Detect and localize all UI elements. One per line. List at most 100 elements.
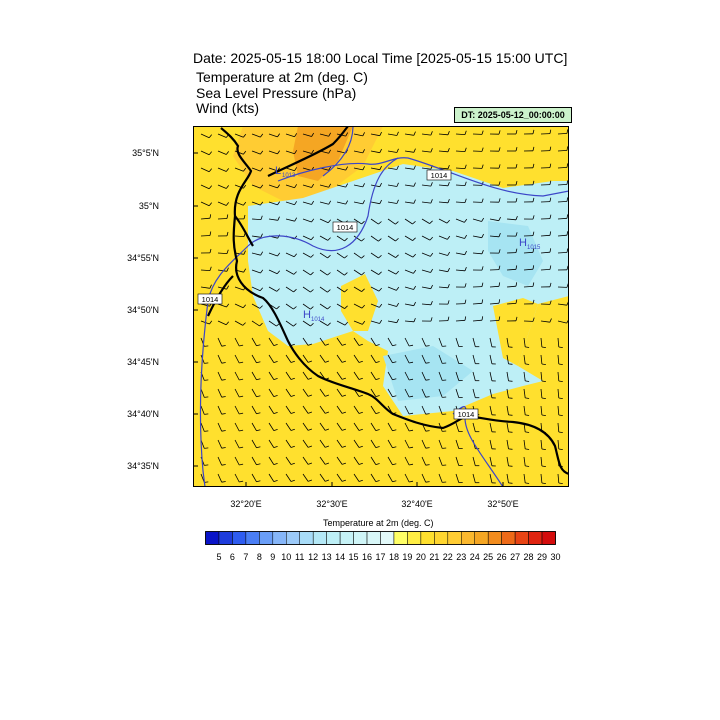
wind-barb [353,405,360,414]
wind-barb [438,218,448,224]
wind-barb-flag [311,200,315,205]
wind-barb-flag [464,299,467,304]
wind-barb-flag [344,255,348,259]
wind-barb-flag [209,320,213,325]
wind-barb [268,201,278,206]
wind-barb [370,422,377,431]
wind-barb [557,201,568,203]
wind-barb-flag [558,448,563,450]
wind-barb [489,218,499,222]
wind-barb [557,217,568,220]
wind-barb-flag [276,305,280,310]
wind-barb [353,167,363,171]
wind-barb [353,337,360,346]
wind-barb-flag [396,182,399,187]
colorbar-cell [514,531,529,545]
wind-barb [268,388,275,397]
wind-barb-flag [325,343,330,346]
wind-barb-flag [395,270,399,275]
wind-barb-flag [392,480,397,483]
wind-barb [319,354,326,363]
wind-barb-flag [532,317,535,322]
wind-barb-flag [204,413,209,415]
wind-barb [370,235,379,242]
wind-barb-flag [481,249,484,254]
wind-barb-flag [239,446,244,449]
wind-barb-flag [566,231,569,236]
wind-barb-flag [344,305,348,309]
wind-barb [472,473,476,483]
wind-barb-flag [225,151,230,155]
wind-barb-flag [256,344,261,347]
wind-barb-flag [225,202,230,206]
wind-barb-flag [221,430,226,432]
wind-barb-flag [239,395,244,398]
wind-barb [455,337,460,347]
wind-barb [251,354,257,363]
wind-barb [336,167,346,171]
wind-barb [251,337,257,346]
wind-barb [370,303,380,308]
wind-barb [268,184,278,189]
wind-barb [557,184,568,186]
colorbar-cell [461,531,475,545]
wind-barb [302,150,312,154]
wind-barb [540,251,551,254]
wind-barb-flag [532,282,535,287]
wind-barb-flag [430,252,434,257]
wind-barb [370,354,377,363]
wind-barb-flag [498,198,501,203]
wind-barb [234,422,240,432]
wind-barb [319,218,329,224]
wind-barb-flag [328,183,332,188]
colorbar-tick-label: 6 [229,552,235,562]
wind-barb-flag [273,412,278,414]
wind-barb-flag [375,344,380,346]
wind-barb [234,303,244,309]
wind-barb [353,286,362,292]
wind-barb-flag [464,283,467,288]
wind-barb [421,286,431,290]
wind-barb [421,371,427,381]
wind-barb-flag [341,479,347,482]
wind-barb-flag [425,345,430,347]
svg-text:H: H [519,237,527,249]
wind-barb-flag [273,378,278,380]
svg-text:H: H [303,309,311,321]
wind-barb [200,388,205,398]
wind-barb [489,235,500,238]
wind-barb [251,201,261,206]
wind-barb-flag [525,346,530,348]
wind-barb-flag [325,411,330,414]
wind-barb-flag [515,147,518,152]
wind-barb-flag [379,303,383,308]
wind-barb-flag [307,394,313,397]
svg-text:1014: 1014 [458,410,475,419]
wind-barb-flag [243,184,247,189]
wind-barb [336,405,343,414]
wind-barb-flag [358,479,363,482]
wind-barb [336,320,346,326]
wind-barb [472,371,476,381]
wind-barb-flag [541,448,546,450]
wind-barb [455,201,466,203]
wind-barb-flag [311,183,315,188]
wind-barb [489,388,493,398]
wind-barb [285,320,294,327]
wind-barb-flag [532,129,535,134]
wind-barb [438,201,449,204]
wind-barb-flag [413,285,417,290]
wind-barb [438,439,443,449]
wind-barb [353,303,363,309]
wind-barb-flag [358,377,363,380]
wind-barb [353,422,360,431]
wind-barb [387,439,393,448]
wind-barb-flag [549,265,552,270]
wind-barb [404,252,414,258]
wind-barb [523,405,526,415]
wind-barb-flag [375,412,380,414]
wind-barb [387,252,396,258]
wind-barb-flag [412,253,416,258]
wind-barb-flag [259,287,264,292]
svg-text:1015: 1015 [527,245,541,251]
